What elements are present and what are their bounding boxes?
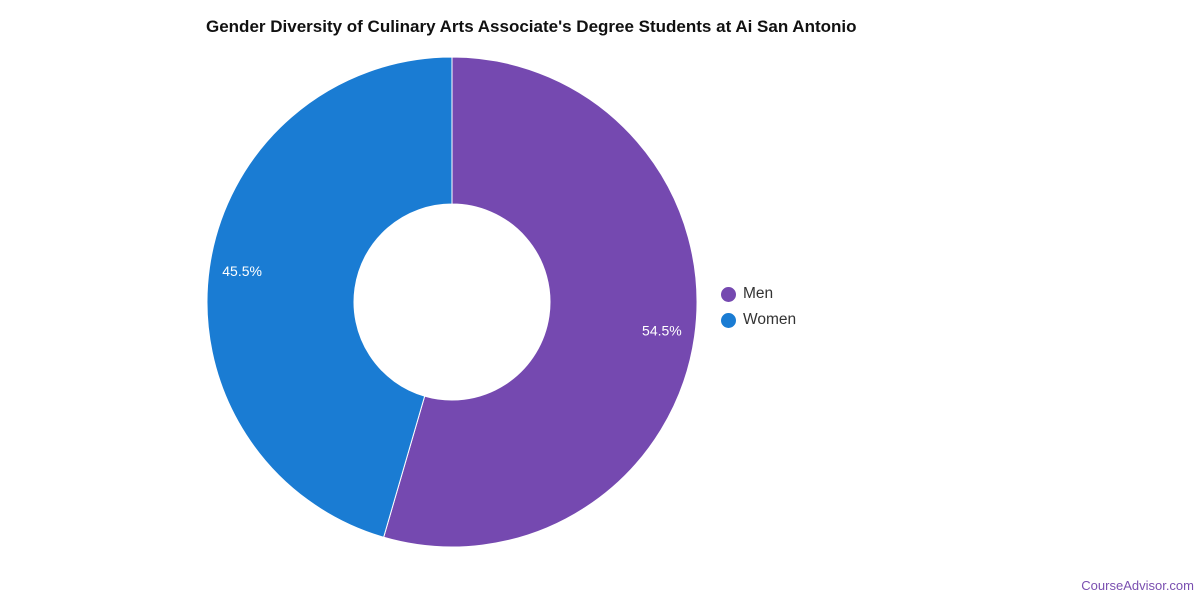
donut-slice-women[interactable] — [206, 56, 453, 538]
legend-label-men: Men — [743, 285, 774, 302]
legend-swatch-men — [721, 286, 736, 302]
legend-swatch-women — [721, 312, 736, 328]
slice-label-women: 45.5% — [222, 263, 262, 279]
chart-title: Gender Diversity of Culinary Arts Associ… — [206, 17, 857, 36]
legend-item-men[interactable]: Men — [721, 281, 796, 307]
watermark[interactable]: CourseAdvisor.com — [1081, 578, 1194, 593]
legend: Men Women — [721, 281, 796, 333]
slice-label-men: 54.5% — [642, 323, 682, 339]
donut-slice-men[interactable] — [383, 56, 698, 548]
legend-label-women: Women — [743, 311, 797, 328]
legend-item-women[interactable]: Women — [721, 307, 796, 333]
